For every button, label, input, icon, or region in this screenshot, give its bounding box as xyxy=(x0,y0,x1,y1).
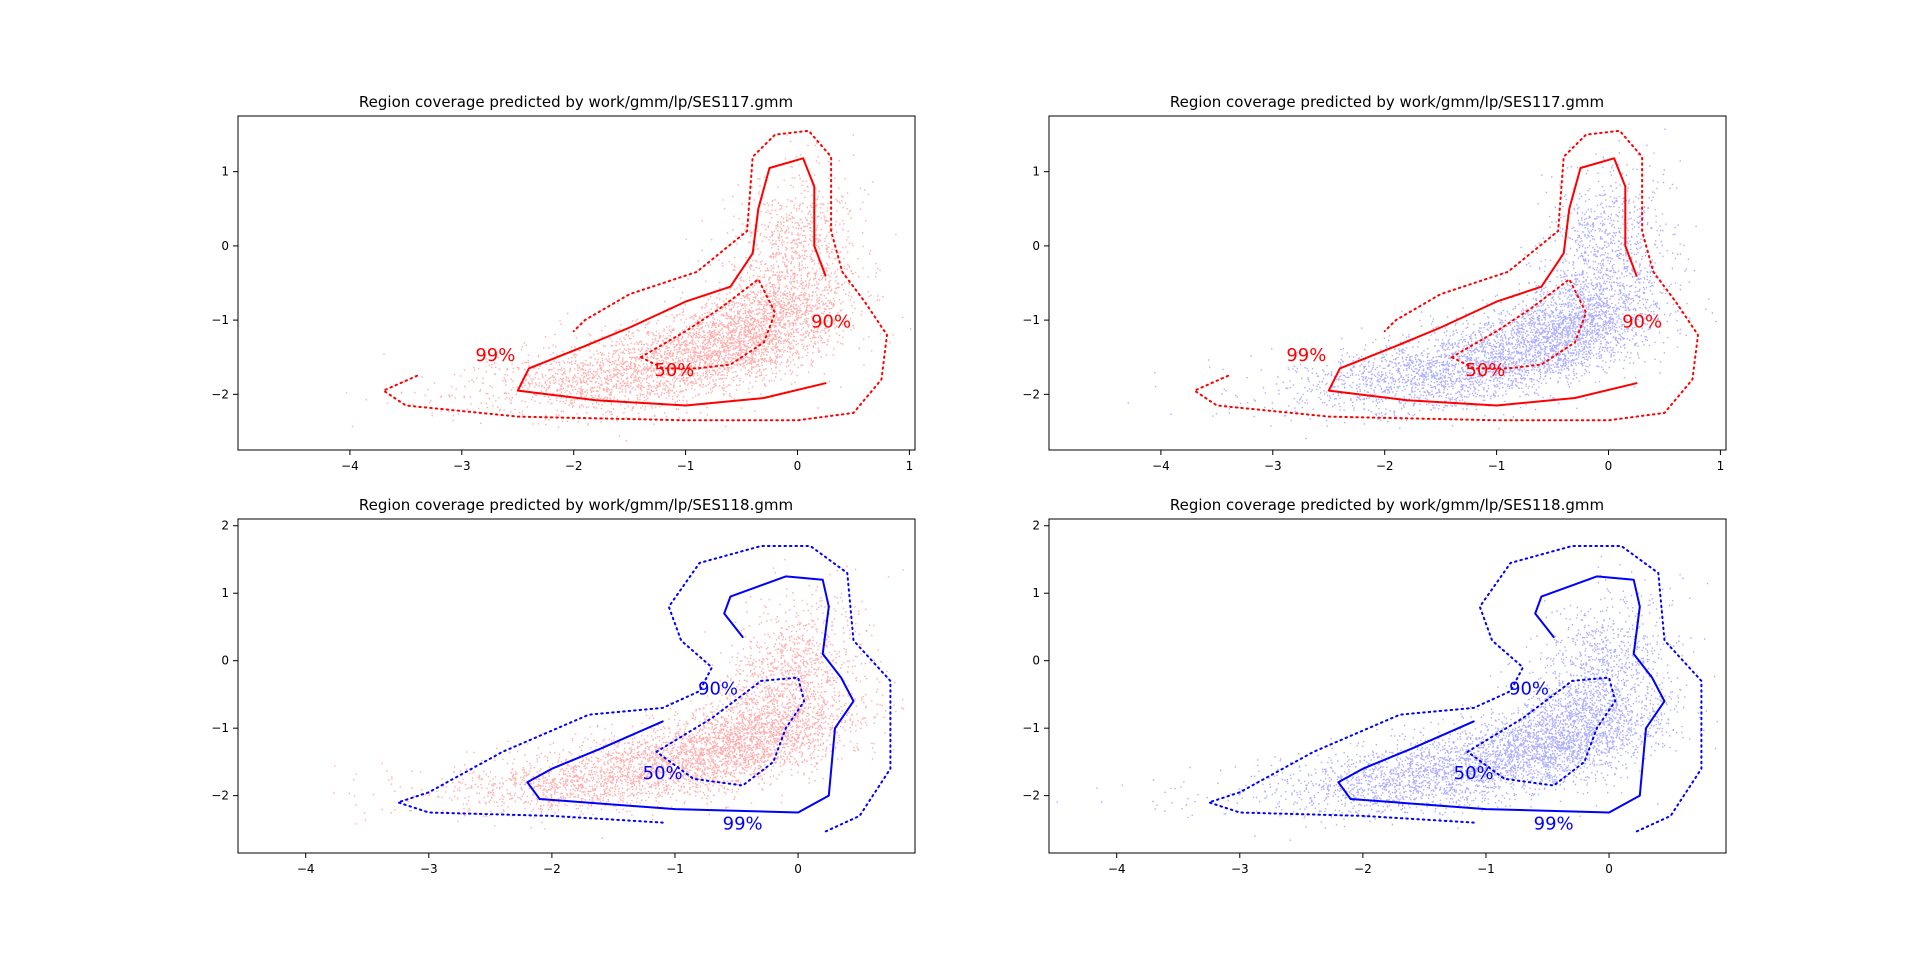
contour-label: 50% xyxy=(1465,360,1505,381)
x-tick-label: −4 xyxy=(1152,459,1170,473)
y-tick-label: −2 xyxy=(1022,387,1040,401)
x-tick-label: −3 xyxy=(453,459,471,473)
y-tick-label: −1 xyxy=(1022,721,1040,735)
x-tick-label: −2 xyxy=(543,862,561,876)
contour-label: 50% xyxy=(654,360,694,381)
y-tick-label: 0 xyxy=(1032,654,1040,668)
x-tick-label: −4 xyxy=(297,862,315,876)
y-tick-label: 2 xyxy=(1032,519,1040,533)
contour-90 xyxy=(1327,157,1638,407)
axes-layer: −4 −3 −2 −1 0 1 −2 −1 0 1 xyxy=(211,115,916,473)
x-tick-label: −1 xyxy=(1488,459,1506,473)
x-tick-label: 0 xyxy=(1605,862,1613,876)
contour-label: 99% xyxy=(475,345,515,366)
y-tick-label: −2 xyxy=(211,789,229,803)
y-tick-label: 1 xyxy=(1032,586,1040,600)
y-tick-label: −1 xyxy=(211,721,229,735)
contour-90 xyxy=(516,157,827,407)
scatter-layer xyxy=(345,134,912,450)
scatter-layer xyxy=(1056,555,1718,841)
contour-label: 90% xyxy=(1509,678,1549,699)
x-tick-label: −1 xyxy=(677,459,695,473)
y-tick-label: 0 xyxy=(1032,239,1040,253)
x-tick-label: −2 xyxy=(1376,459,1394,473)
contour-50 xyxy=(655,676,806,787)
y-tick-label: 0 xyxy=(221,654,229,668)
contour-layer xyxy=(1208,545,1703,834)
contour-label: 50% xyxy=(643,763,683,784)
subplot-title: Region coverage predicted by work/gmm/lp… xyxy=(359,496,793,514)
contour-layer xyxy=(1193,129,1699,422)
axes-frame xyxy=(1048,115,1727,451)
contour-layer xyxy=(397,545,892,834)
subplot-bottom-left: Region coverage predicted by work/gmm/lp… xyxy=(211,496,916,876)
x-tick-label: −1 xyxy=(666,862,684,876)
y-tick-label: −2 xyxy=(211,387,229,401)
y-tick-label: 2 xyxy=(221,519,229,533)
x-tick-label: −3 xyxy=(420,862,438,876)
y-tick-label: 0 xyxy=(221,239,229,253)
x-tick-label: −4 xyxy=(341,459,359,473)
subplot-bottom-right: Region coverage predicted by work/gmm/lp… xyxy=(1022,496,1727,876)
scatter-points xyxy=(345,134,912,450)
subplot-title: Region coverage predicted by work/gmm/lp… xyxy=(1170,496,1604,514)
contour-50 xyxy=(639,278,777,370)
x-tick-label: −2 xyxy=(565,459,583,473)
contour-label: 99% xyxy=(1534,813,1574,834)
contour-label: 50% xyxy=(1454,763,1494,784)
x-tick-label: 0 xyxy=(1605,459,1613,473)
subplot-top-right: Region coverage predicted by work/gmm/lp… xyxy=(1022,93,1727,473)
scatter-layer xyxy=(333,559,905,839)
contour-50 xyxy=(1450,278,1588,370)
subplot-title: Region coverage predicted by work/gmm/lp… xyxy=(359,93,793,111)
x-tick-label: −3 xyxy=(1264,459,1282,473)
contour-label: 90% xyxy=(811,312,851,333)
axes-layer: −4 −3 −2 −1 0 −2 −1 0 1 2 xyxy=(211,518,916,876)
y-tick-label: −2 xyxy=(1022,789,1040,803)
y-tick-label: 1 xyxy=(1032,165,1040,179)
x-tick-label: −3 xyxy=(1231,862,1249,876)
scatter-layer xyxy=(1127,128,1717,440)
y-tick-label: −1 xyxy=(211,313,229,327)
subplot-title: Region coverage predicted by work/gmm/lp… xyxy=(1170,93,1604,111)
contour-label: 90% xyxy=(698,678,738,699)
axes-layer: −4 −3 −2 −1 0 1 −2 −1 0 1 xyxy=(1022,115,1727,473)
axes-layer: −4 −3 −2 −1 0 −2 −1 0 1 2 xyxy=(1022,518,1727,876)
contour-90 xyxy=(1337,575,1666,814)
y-tick-label: −1 xyxy=(1022,313,1040,327)
y-tick-label: 1 xyxy=(221,586,229,600)
x-tick-label: −4 xyxy=(1108,862,1126,876)
axes-frame xyxy=(1048,518,1727,854)
contour-99 xyxy=(1208,545,1703,834)
contour-label: 99% xyxy=(1286,345,1326,366)
contour-label: 99% xyxy=(723,813,763,834)
x-tick-label: 1 xyxy=(906,459,914,473)
x-tick-label: 0 xyxy=(794,459,802,473)
scatter-points xyxy=(333,559,905,839)
contour-label: 90% xyxy=(1622,312,1662,333)
x-tick-label: 1 xyxy=(1717,459,1725,473)
x-tick-label: −2 xyxy=(1354,862,1372,876)
contour-layer xyxy=(382,129,888,422)
contour-90 xyxy=(526,575,855,814)
contour-99 xyxy=(1193,129,1699,422)
scatter-points xyxy=(1127,128,1717,440)
axes-frame xyxy=(237,518,916,854)
contour-99 xyxy=(382,129,888,422)
contour-99 xyxy=(397,545,892,834)
axes-frame xyxy=(237,115,916,451)
x-tick-label: 0 xyxy=(794,862,802,876)
contour-50 xyxy=(1466,676,1617,787)
y-tick-label: 1 xyxy=(221,165,229,179)
subplot-top-left: Region coverage predicted by work/gmm/lp… xyxy=(211,93,916,473)
scatter-points xyxy=(1056,555,1718,841)
x-tick-label: −1 xyxy=(1477,862,1495,876)
